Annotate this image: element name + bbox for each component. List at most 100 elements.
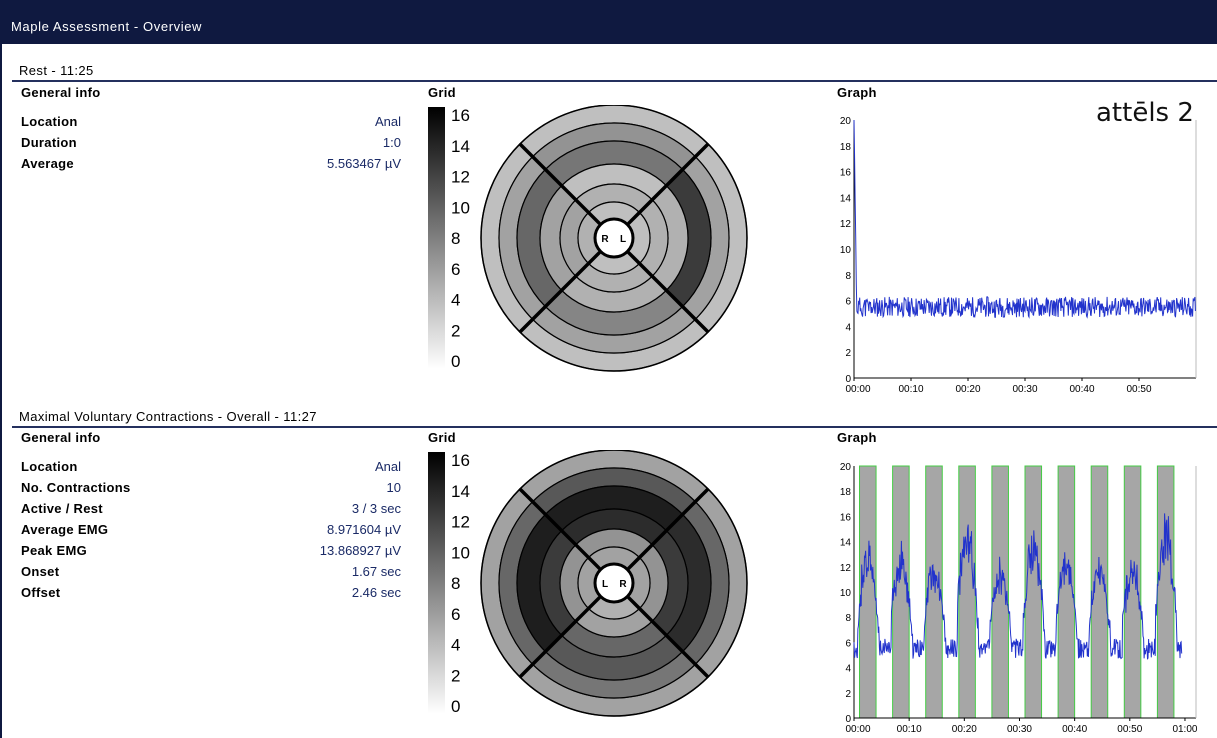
info-label: Peak EMG [21, 543, 87, 558]
grid-outline [480, 105, 748, 372]
graph-panel-rest: 0 2 4 6 8 10 12 14 16 18 20 00:00 00:10 00:20 00:30 00:… [840, 116, 1197, 395]
info-value: 8.971604 µV [327, 522, 401, 537]
info-label: Location [21, 459, 78, 474]
x-tick-label: 00:00 [845, 384, 870, 395]
active-band [958, 465, 976, 719]
grid-center [593, 217, 635, 259]
info-label: Location [21, 114, 78, 129]
scale-tick-label: 16 [451, 451, 470, 470]
section-divider [12, 80, 1217, 82]
y-tick-label: 14 [840, 538, 852, 549]
info-value: Anal [374, 114, 401, 129]
y-tick-label: 16 [840, 168, 852, 179]
x-tick-label: 00:30 [1007, 724, 1032, 735]
scale-tick-label: 6 [451, 605, 460, 624]
scale-tick-label: 8 [451, 229, 460, 248]
graph-header: Graph [837, 85, 877, 100]
grid-divider [518, 250, 602, 334]
section-title-rest: Rest - 11:25 [19, 63, 94, 78]
info-label: Onset [21, 564, 60, 579]
grid-panel-mvc: 16 14 12 10 8 6 4 2 0 L R [428, 450, 748, 717]
y-tick-label: 18 [840, 142, 852, 153]
grid-divider [626, 142, 710, 226]
grid-divider [518, 487, 602, 571]
info-value: 2.46 sec [351, 585, 401, 600]
scale-tick-label: 12 [451, 513, 470, 532]
general-info-header: General info [21, 85, 101, 100]
y-tick-label: 10 [840, 245, 852, 256]
grid-divider [518, 142, 602, 226]
info-label: Offset [21, 585, 61, 600]
info-value: 13.868927 µV [319, 543, 401, 558]
info-value: Anal [374, 459, 401, 474]
grid-divider [626, 595, 710, 679]
info-row: Offset 2.46 sec [21, 585, 401, 603]
grid-divider [518, 595, 602, 679]
center-label: R [601, 234, 609, 245]
y-tick-label: 16 [840, 512, 852, 523]
y-tick-label: 4 [845, 322, 851, 333]
x-tick-label: 00:20 [952, 724, 977, 735]
info-label: Average EMG [21, 522, 109, 537]
emg-trace [853, 119, 1196, 319]
x-tick-label: 01:00 [1172, 724, 1197, 735]
scale-tick-label: 14 [451, 137, 470, 156]
info-label: Duration [21, 135, 77, 150]
y-tick-label: 6 [845, 297, 851, 308]
center-label: L [602, 579, 608, 590]
graph-header: Graph [837, 430, 877, 445]
grid-divider [626, 250, 710, 334]
info-value: 1:0 [382, 135, 401, 150]
scale-tick-label: 0 [451, 697, 460, 716]
info-value: 10 [386, 480, 401, 495]
x-tick-label: 00:40 [1062, 724, 1087, 735]
scale-tick-label: 14 [451, 482, 470, 501]
y-tick-label: 6 [845, 638, 851, 649]
scale-tick-label: 2 [451, 321, 460, 340]
grid-header: Grid [428, 430, 456, 445]
scale-tick-label: 4 [451, 291, 460, 310]
graph-panel-mvc: 0 2 4 6 8 10 12 14 16 18 20 00:00 00:10 00:20 00:30 00:… [840, 462, 1198, 735]
emg-trace [853, 513, 1183, 660]
section-title-mvc: Maximal Voluntary Contractions - Overall… [19, 409, 317, 424]
x-tick-label: 00:50 [1117, 724, 1142, 735]
scale-tick-label: 4 [451, 636, 460, 655]
active-band [1156, 465, 1175, 719]
info-label: Average [21, 156, 74, 171]
grid-center [593, 562, 635, 604]
info-row: Average EMG 8.971604 µV [21, 522, 401, 540]
info-value: 1.67 sec [351, 564, 401, 579]
x-tick-label: 00:10 [897, 724, 922, 735]
x-tick-label: 00:40 [1069, 384, 1094, 395]
info-label: Active / Rest [21, 501, 103, 516]
y-tick-label: 4 [845, 664, 851, 675]
info-label: No. Contractions [21, 480, 131, 495]
frame-left-border [0, 44, 2, 738]
scale-tick-label: 8 [451, 574, 460, 593]
info-row: Average 5.563467 µV [21, 156, 401, 174]
title-bar: Maple Assessment - Overview [0, 0, 1217, 44]
active-band [859, 465, 877, 719]
handwritten-note: attēls 2 [1096, 98, 1194, 128]
x-tick-label: 00:10 [898, 384, 923, 395]
info-row: Peak EMG 13.868927 µV [21, 543, 401, 561]
y-tick-label: 18 [840, 487, 852, 498]
y-tick-label: 2 [845, 689, 851, 700]
center-label: R [619, 579, 627, 590]
y-tick-label: 8 [845, 271, 851, 282]
scale-tick-label: 0 [451, 352, 460, 371]
x-tick-label: 00:50 [1126, 384, 1151, 395]
info-row: No. Contractions 10 [21, 480, 401, 498]
y-tick-label: 20 [840, 116, 852, 127]
color-scale-bar [428, 452, 445, 714]
info-row: Location Anal [21, 459, 401, 477]
x-tick-label: 00:00 [845, 724, 870, 735]
y-tick-label: 2 [845, 348, 851, 359]
grid-divider [626, 487, 710, 571]
scale-tick-label: 16 [451, 106, 470, 125]
grid-outline [480, 450, 748, 717]
info-value: 3 / 3 sec [351, 501, 401, 516]
info-value: 5.563467 µV [327, 156, 401, 171]
scale-tick-label: 10 [451, 198, 470, 217]
y-tick-label: 12 [840, 219, 852, 230]
